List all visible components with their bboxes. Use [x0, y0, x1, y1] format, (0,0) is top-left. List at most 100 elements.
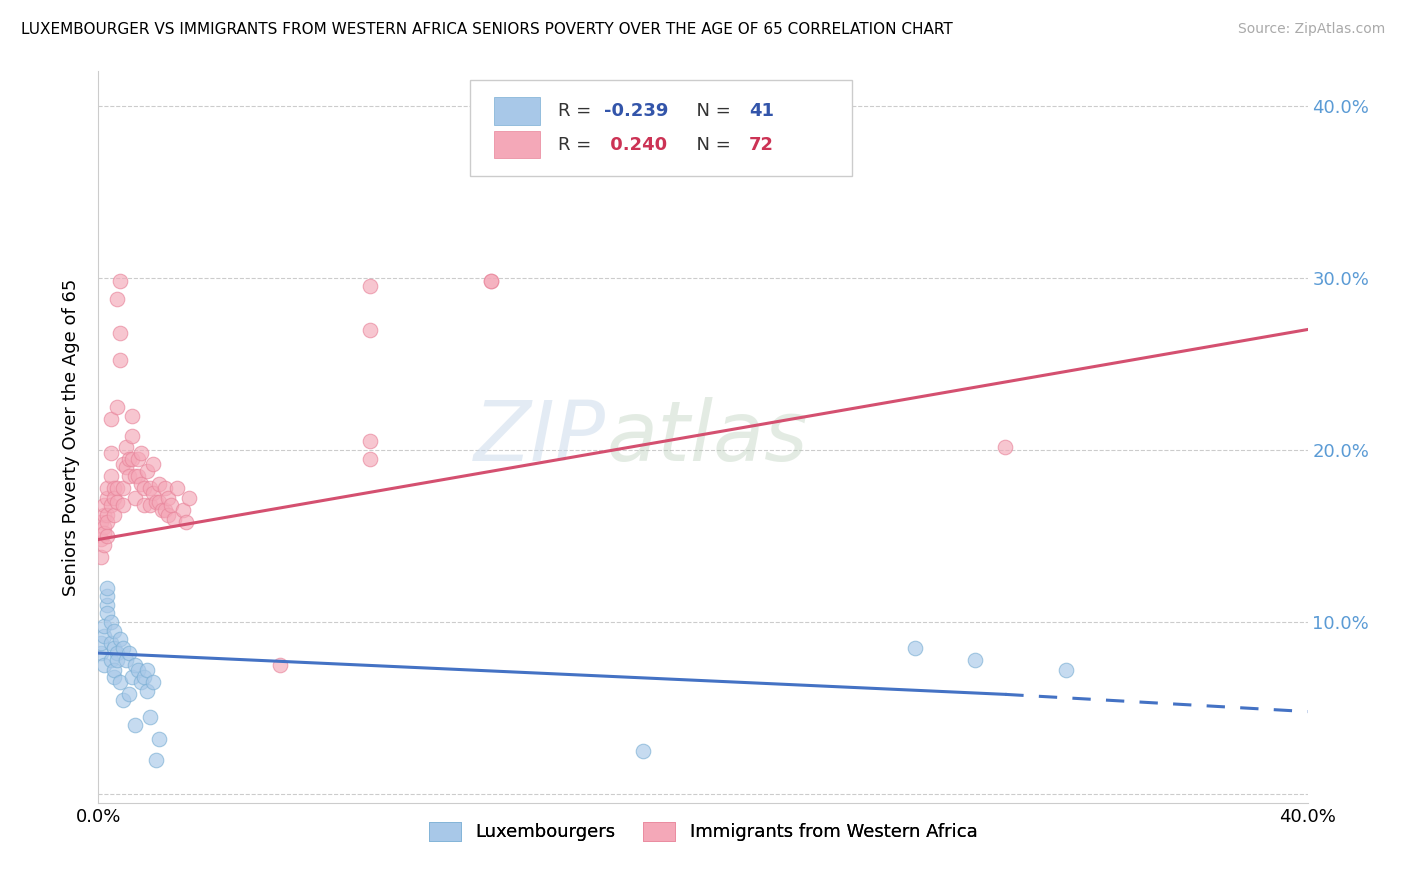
Point — [127, 451, 149, 466]
Point — [111, 640, 134, 655]
Point — [121, 409, 143, 423]
Point — [100, 498, 122, 512]
Point — [481, 274, 503, 288]
Point — [360, 322, 382, 336]
Point — [121, 429, 143, 443]
Point — [135, 684, 157, 698]
Point — [121, 451, 143, 466]
Point — [93, 618, 115, 632]
Point — [100, 653, 122, 667]
Point — [269, 658, 291, 673]
Point — [118, 468, 141, 483]
Point — [105, 646, 128, 660]
Point — [172, 503, 194, 517]
Point — [114, 653, 136, 667]
Point — [93, 525, 115, 540]
Point — [105, 400, 128, 414]
Point — [111, 498, 134, 512]
Point — [148, 477, 170, 491]
Point — [96, 607, 118, 621]
Point — [90, 636, 112, 650]
Point — [103, 624, 125, 638]
Point — [96, 481, 118, 495]
Point — [108, 632, 131, 647]
Point — [103, 481, 125, 495]
Point — [114, 460, 136, 475]
Point — [100, 636, 122, 650]
Point — [90, 516, 112, 530]
Point — [96, 598, 118, 612]
Point — [124, 491, 146, 505]
Legend: Luxembourgers, Immigrants from Western Africa: Luxembourgers, Immigrants from Western A… — [422, 814, 984, 848]
Text: R =: R = — [558, 102, 598, 120]
Point — [124, 718, 146, 732]
Point — [111, 481, 134, 495]
Text: LUXEMBOURGER VS IMMIGRANTS FROM WESTERN AFRICA SENIORS POVERTY OVER THE AGE OF 6: LUXEMBOURGER VS IMMIGRANTS FROM WESTERN … — [21, 22, 953, 37]
Point — [90, 549, 112, 564]
Point — [103, 663, 125, 677]
Point — [132, 670, 155, 684]
Point — [166, 481, 188, 495]
Point — [148, 732, 170, 747]
Point — [105, 653, 128, 667]
Point — [156, 491, 179, 505]
Point — [1054, 663, 1077, 677]
Point — [994, 440, 1017, 454]
Point — [142, 457, 165, 471]
Point — [160, 498, 183, 512]
Point — [129, 477, 152, 491]
Point — [142, 486, 165, 500]
Point — [129, 446, 152, 460]
Point — [111, 692, 134, 706]
Point — [132, 481, 155, 495]
Point — [105, 481, 128, 495]
Point — [129, 675, 152, 690]
Point — [360, 279, 382, 293]
Point — [108, 353, 131, 368]
FancyBboxPatch shape — [494, 97, 540, 125]
Point — [153, 503, 176, 517]
Text: -0.239: -0.239 — [603, 102, 668, 120]
Point — [93, 498, 115, 512]
Point — [96, 516, 118, 530]
Point — [135, 464, 157, 478]
Point — [96, 581, 118, 595]
Point — [360, 451, 382, 466]
Point — [139, 710, 162, 724]
Point — [108, 675, 131, 690]
Point — [103, 670, 125, 684]
Point — [145, 494, 167, 508]
Point — [139, 498, 162, 512]
Point — [103, 491, 125, 505]
Point — [121, 670, 143, 684]
Point — [142, 675, 165, 690]
Point — [93, 629, 115, 643]
Point — [111, 457, 134, 471]
Point — [96, 589, 118, 603]
Point — [100, 468, 122, 483]
Point — [100, 412, 122, 426]
FancyBboxPatch shape — [494, 130, 540, 159]
Point — [124, 468, 146, 483]
Text: 72: 72 — [749, 136, 773, 153]
Point — [93, 538, 115, 552]
Point — [965, 653, 987, 667]
Point — [153, 481, 176, 495]
Point — [163, 512, 186, 526]
Point — [103, 640, 125, 655]
Point — [148, 494, 170, 508]
Point — [127, 468, 149, 483]
Point — [108, 274, 131, 288]
Point — [156, 508, 179, 523]
Point — [96, 491, 118, 505]
Point — [96, 508, 118, 523]
Point — [127, 663, 149, 677]
Point — [132, 498, 155, 512]
Text: N =: N = — [685, 136, 737, 153]
Point — [100, 446, 122, 460]
Point — [139, 481, 162, 495]
FancyBboxPatch shape — [470, 80, 852, 176]
Point — [105, 292, 128, 306]
Text: 41: 41 — [749, 102, 773, 120]
Y-axis label: Seniors Poverty Over the Age of 65: Seniors Poverty Over the Age of 65 — [62, 278, 80, 596]
